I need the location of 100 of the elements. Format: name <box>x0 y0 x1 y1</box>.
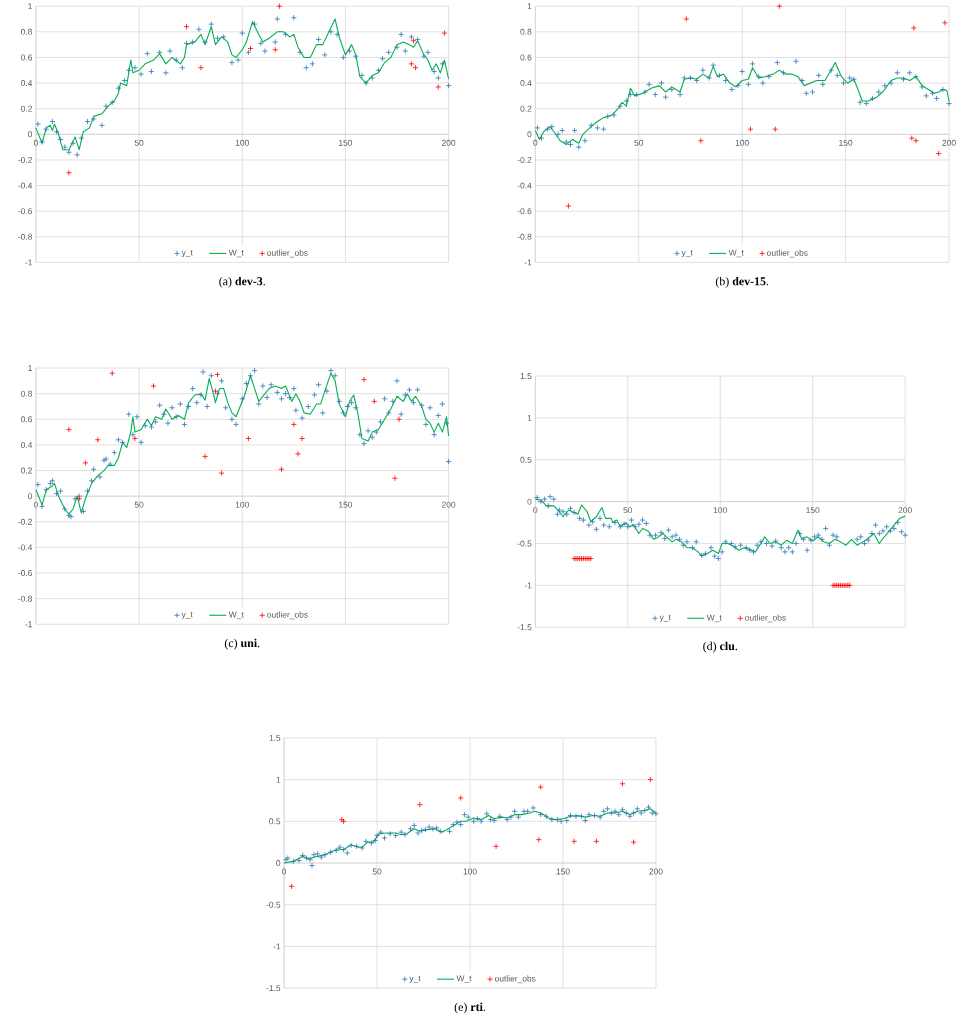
y-tick-label: -0.4 <box>18 544 32 551</box>
y-tick-label: 0 <box>27 493 32 500</box>
y-tick-label: 0.8 <box>520 28 532 35</box>
point <box>276 3 283 10</box>
point <box>197 64 204 71</box>
y-tick-label: 0.2 <box>20 105 32 112</box>
point <box>535 836 542 843</box>
point <box>201 453 208 460</box>
y-tick-label: -0.8 <box>517 233 532 240</box>
y-tick-label: 0.6 <box>520 54 532 61</box>
point <box>288 883 295 890</box>
x-tick-label: 0 <box>533 507 538 514</box>
y-tick-label: 1 <box>28 365 32 371</box>
x-tick-label: 50 <box>623 507 632 514</box>
y-tick-label: 0.6 <box>20 54 32 61</box>
point <box>910 25 917 31</box>
text: (a) dev-3. <box>219 276 265 288</box>
y-tick-label: 1.5 <box>269 734 281 741</box>
y-tick-label: 0.6 <box>20 416 32 423</box>
text: (d) clu. <box>703 641 737 653</box>
y-tick-label: -0.8 <box>18 595 32 602</box>
point <box>218 470 225 477</box>
point <box>492 843 499 850</box>
point <box>630 839 637 846</box>
x-tick-label: 50 <box>134 501 144 508</box>
y-tick-label: 1.5 <box>520 373 532 379</box>
x-tick-label: 100 <box>235 501 249 508</box>
point <box>360 376 367 383</box>
point <box>371 398 378 405</box>
legend-label: outlier_obs <box>494 975 536 984</box>
y-tick-label: 0.4 <box>20 441 32 448</box>
x-tick-label: 100 <box>235 139 249 146</box>
point <box>278 466 285 473</box>
point <box>298 435 305 442</box>
y-tick-label: 0.5 <box>269 818 281 825</box>
legend-label: W_t <box>228 611 244 620</box>
x-tick-label: 150 <box>338 139 352 146</box>
point <box>408 60 415 67</box>
y-tick-label: -0.8 <box>18 233 32 240</box>
x-tick-label: 150 <box>338 501 352 508</box>
point <box>416 801 423 808</box>
point <box>395 416 402 423</box>
y-tick-label: -0.2 <box>18 156 32 163</box>
y-tick-label: -0.6 <box>517 208 532 215</box>
legend-label: outlier_obs <box>766 249 808 258</box>
point <box>683 16 690 22</box>
y-tick-label: 0.4 <box>520 80 532 87</box>
x-tick-label: 100 <box>735 139 749 146</box>
y-tick-label: -0.6 <box>18 570 32 577</box>
x-tick-label: 150 <box>806 507 820 514</box>
y-tick-label: -1 <box>25 259 32 266</box>
legend-label: outlier_obs <box>744 614 786 623</box>
point <box>435 83 442 90</box>
point <box>131 435 138 442</box>
point <box>294 450 301 457</box>
point <box>747 126 754 133</box>
point <box>412 64 419 71</box>
legend-label: y_t <box>181 611 193 619</box>
x-tick-label: 100 <box>463 868 477 875</box>
point <box>272 46 279 53</box>
y-tick-label: -0.4 <box>517 182 532 189</box>
y-tick-label: -1 <box>524 259 532 266</box>
point <box>570 838 577 845</box>
x-tick-label: 50 <box>634 139 643 146</box>
point <box>776 3 783 10</box>
y-tick-label: -1.5 <box>266 985 281 992</box>
y-tick-label: 0.5 <box>520 456 532 463</box>
point <box>941 19 948 26</box>
point <box>65 169 72 176</box>
point <box>183 23 190 30</box>
point <box>697 137 704 144</box>
y-tick-label: 0.2 <box>20 467 32 474</box>
x-tick-label: 0 <box>33 501 38 508</box>
y-tick-label: 1 <box>28 3 32 10</box>
y-tick-label: 1 <box>527 415 532 421</box>
x-tick-label: 0 <box>281 868 286 875</box>
point <box>912 137 919 144</box>
x-tick-label: 200 <box>898 507 912 514</box>
point <box>290 421 297 428</box>
y-tick-label: -1.5 <box>517 624 532 631</box>
y-tick-label: -1 <box>25 621 32 628</box>
point <box>150 383 157 389</box>
point <box>94 436 101 443</box>
point <box>772 126 779 133</box>
y-tick-label: 0 <box>276 860 281 866</box>
y-tick-label: 0.2 <box>520 105 532 112</box>
point <box>214 371 221 378</box>
y-tick-label: -0.2 <box>18 518 32 525</box>
point <box>908 135 915 142</box>
text: (c) uni. <box>224 638 260 650</box>
y-tick-label: 0.4 <box>20 80 32 87</box>
legend-label: W_t <box>706 614 722 623</box>
point <box>441 30 448 37</box>
x-tick-label: 200 <box>942 139 956 146</box>
point <box>619 780 626 787</box>
x-tick-label: 50 <box>134 139 144 146</box>
x-tick-label: 150 <box>556 868 570 875</box>
legend-label: y_t <box>681 249 693 258</box>
point <box>565 203 572 210</box>
y-tick-label: -0.2 <box>517 156 532 163</box>
